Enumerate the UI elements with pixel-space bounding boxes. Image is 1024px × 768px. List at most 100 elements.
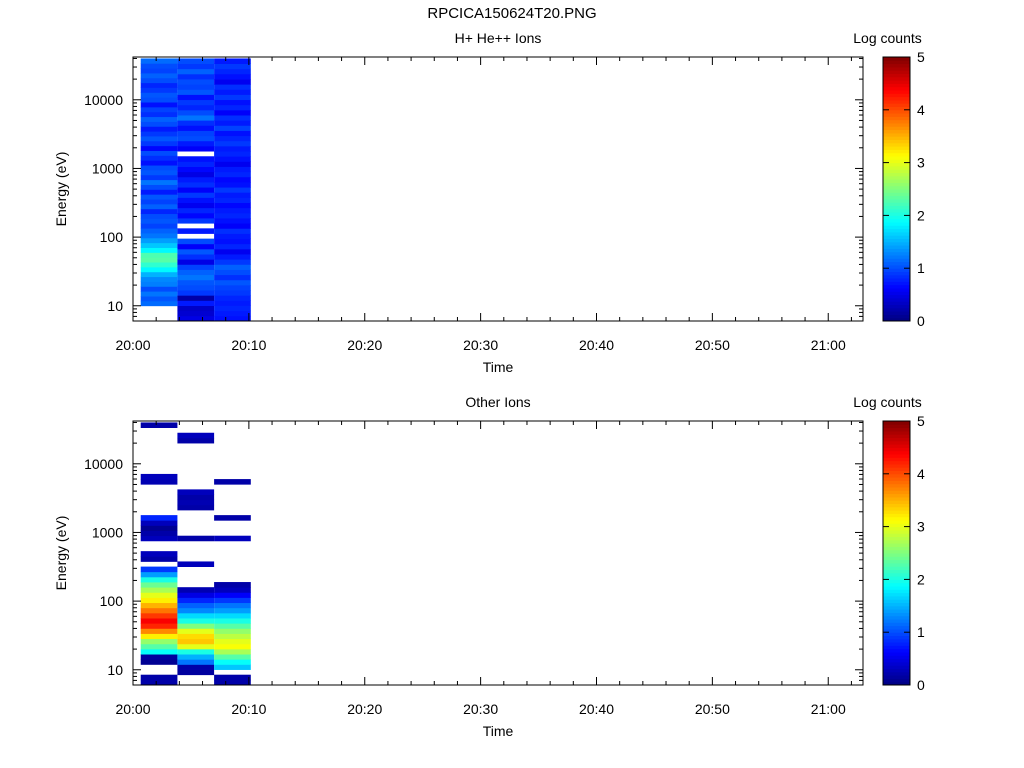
colorbar-segment bbox=[883, 301, 910, 305]
colorbar-segment bbox=[883, 467, 910, 471]
heatmap-cell bbox=[214, 612, 251, 619]
colorbar-segment bbox=[883, 126, 910, 131]
heatmap-cell bbox=[140, 218, 178, 224]
colorbar-segment bbox=[883, 70, 910, 74]
heatmap-cell bbox=[140, 77, 178, 84]
figure-title: RPCICA150624T20.PNG bbox=[427, 5, 597, 22]
colorbar-segment bbox=[883, 202, 910, 206]
heatmap-cells bbox=[140, 58, 251, 322]
colorbar-tick-label: 3 bbox=[917, 519, 925, 535]
x-tick-label: 20:00 bbox=[115, 701, 150, 717]
colorbar-segment bbox=[883, 559, 910, 564]
heatmap-cell bbox=[140, 576, 178, 583]
heatmap-cell bbox=[214, 115, 251, 121]
colorbar-label: Log counts bbox=[853, 394, 922, 410]
colorbar-segment bbox=[883, 655, 910, 660]
colorbar-segment bbox=[883, 579, 910, 584]
heatmap-cell bbox=[140, 566, 178, 573]
heatmap-cell bbox=[140, 87, 178, 93]
heatmap-cell bbox=[140, 92, 178, 98]
x-tick-label: 20:30 bbox=[463, 701, 498, 717]
colorbar-segment bbox=[883, 454, 910, 458]
colorbar-segment bbox=[883, 116, 910, 121]
colorbar-segment bbox=[883, 599, 910, 603]
heatmap-cell bbox=[214, 674, 251, 681]
colorbar-segment bbox=[883, 470, 910, 475]
heatmap-cell bbox=[177, 192, 215, 198]
heatmap-cell bbox=[140, 271, 178, 278]
colorbar-segment bbox=[883, 264, 910, 269]
colorbar-segment bbox=[883, 450, 910, 455]
colorbar-segment bbox=[883, 255, 910, 259]
colorbar-segment bbox=[883, 513, 910, 518]
heatmap-cell bbox=[214, 310, 251, 317]
y-tick-label: 1000 bbox=[92, 160, 123, 176]
heatmap-cell bbox=[140, 102, 178, 108]
heatmap-cell bbox=[140, 68, 178, 74]
heatmap-cell bbox=[177, 212, 215, 219]
colorbar-segment bbox=[883, 681, 910, 686]
x-tick-label: 20:00 bbox=[115, 337, 150, 353]
heatmap-cell bbox=[140, 228, 178, 234]
panel-title: Other Ions bbox=[465, 394, 530, 410]
heatmap-cell bbox=[214, 120, 251, 126]
colorbar-segment bbox=[883, 314, 910, 319]
heatmap-cell bbox=[177, 648, 215, 655]
x-axis-label: Time bbox=[483, 359, 514, 375]
heatmap-cell bbox=[177, 79, 215, 85]
colorbar-segment bbox=[883, 520, 910, 524]
colorbar-segment bbox=[883, 536, 910, 541]
heatmap-cell bbox=[177, 592, 215, 598]
heatmap-cell bbox=[177, 68, 215, 75]
heatmap-cell bbox=[177, 94, 215, 101]
heatmap-cell bbox=[214, 587, 251, 593]
colorbar-tick-label: 3 bbox=[917, 155, 925, 171]
colorbar-tick-label: 1 bbox=[917, 624, 925, 640]
y-tick-label: 10 bbox=[107, 662, 123, 678]
heatmap-cell bbox=[177, 437, 215, 444]
heatmap-cell bbox=[140, 556, 178, 562]
heatmap-cell bbox=[214, 623, 251, 629]
colorbar-segment bbox=[883, 510, 910, 514]
colorbar-segment bbox=[883, 473, 910, 478]
colorbar-segment bbox=[883, 609, 910, 613]
heatmap-cell bbox=[140, 252, 178, 258]
heatmap-cell bbox=[214, 109, 251, 116]
colorbar-segment bbox=[883, 440, 910, 445]
heatmap-cell bbox=[140, 525, 178, 531]
colorbar-segment bbox=[883, 595, 910, 600]
colorbar-segment bbox=[883, 228, 910, 233]
heatmap-cell bbox=[177, 432, 215, 439]
heatmap-cell bbox=[177, 654, 215, 660]
colorbar-segment bbox=[883, 487, 910, 491]
colorbar-segment bbox=[883, 291, 910, 296]
colorbar-segment bbox=[883, 460, 910, 465]
heatmap-cell bbox=[214, 104, 251, 111]
heatmap-cell bbox=[177, 504, 215, 511]
colorbar-segment bbox=[883, 218, 910, 223]
heatmap-cell bbox=[140, 422, 178, 428]
colorbar-segment bbox=[883, 671, 910, 676]
colorbar-segment bbox=[883, 444, 910, 448]
colorbar-segment bbox=[883, 278, 910, 282]
colorbar-segment bbox=[883, 198, 910, 203]
heatmap-cell bbox=[214, 202, 251, 209]
x-tick-label: 20:10 bbox=[231, 701, 266, 717]
colorbar-segment bbox=[883, 156, 910, 160]
heatmap-cell bbox=[177, 597, 215, 604]
heatmap-cell bbox=[214, 515, 251, 521]
colorbar-tick-label: 4 bbox=[917, 466, 925, 482]
colorbar-segment bbox=[883, 123, 910, 127]
heatmap-cell bbox=[140, 97, 178, 103]
heatmap-cell bbox=[177, 202, 215, 209]
heatmap-cell bbox=[177, 238, 215, 245]
heatmap-cell bbox=[140, 82, 178, 88]
heatmap-cell bbox=[140, 121, 178, 127]
colorbar-segment bbox=[883, 96, 910, 101]
heatmap-cell bbox=[214, 130, 251, 137]
heatmap-cell bbox=[177, 659, 215, 665]
colorbar-segment bbox=[883, 179, 910, 183]
heatmap-cell bbox=[177, 499, 215, 506]
heatmap-cell bbox=[214, 607, 251, 614]
heatmap-cell bbox=[214, 638, 251, 645]
